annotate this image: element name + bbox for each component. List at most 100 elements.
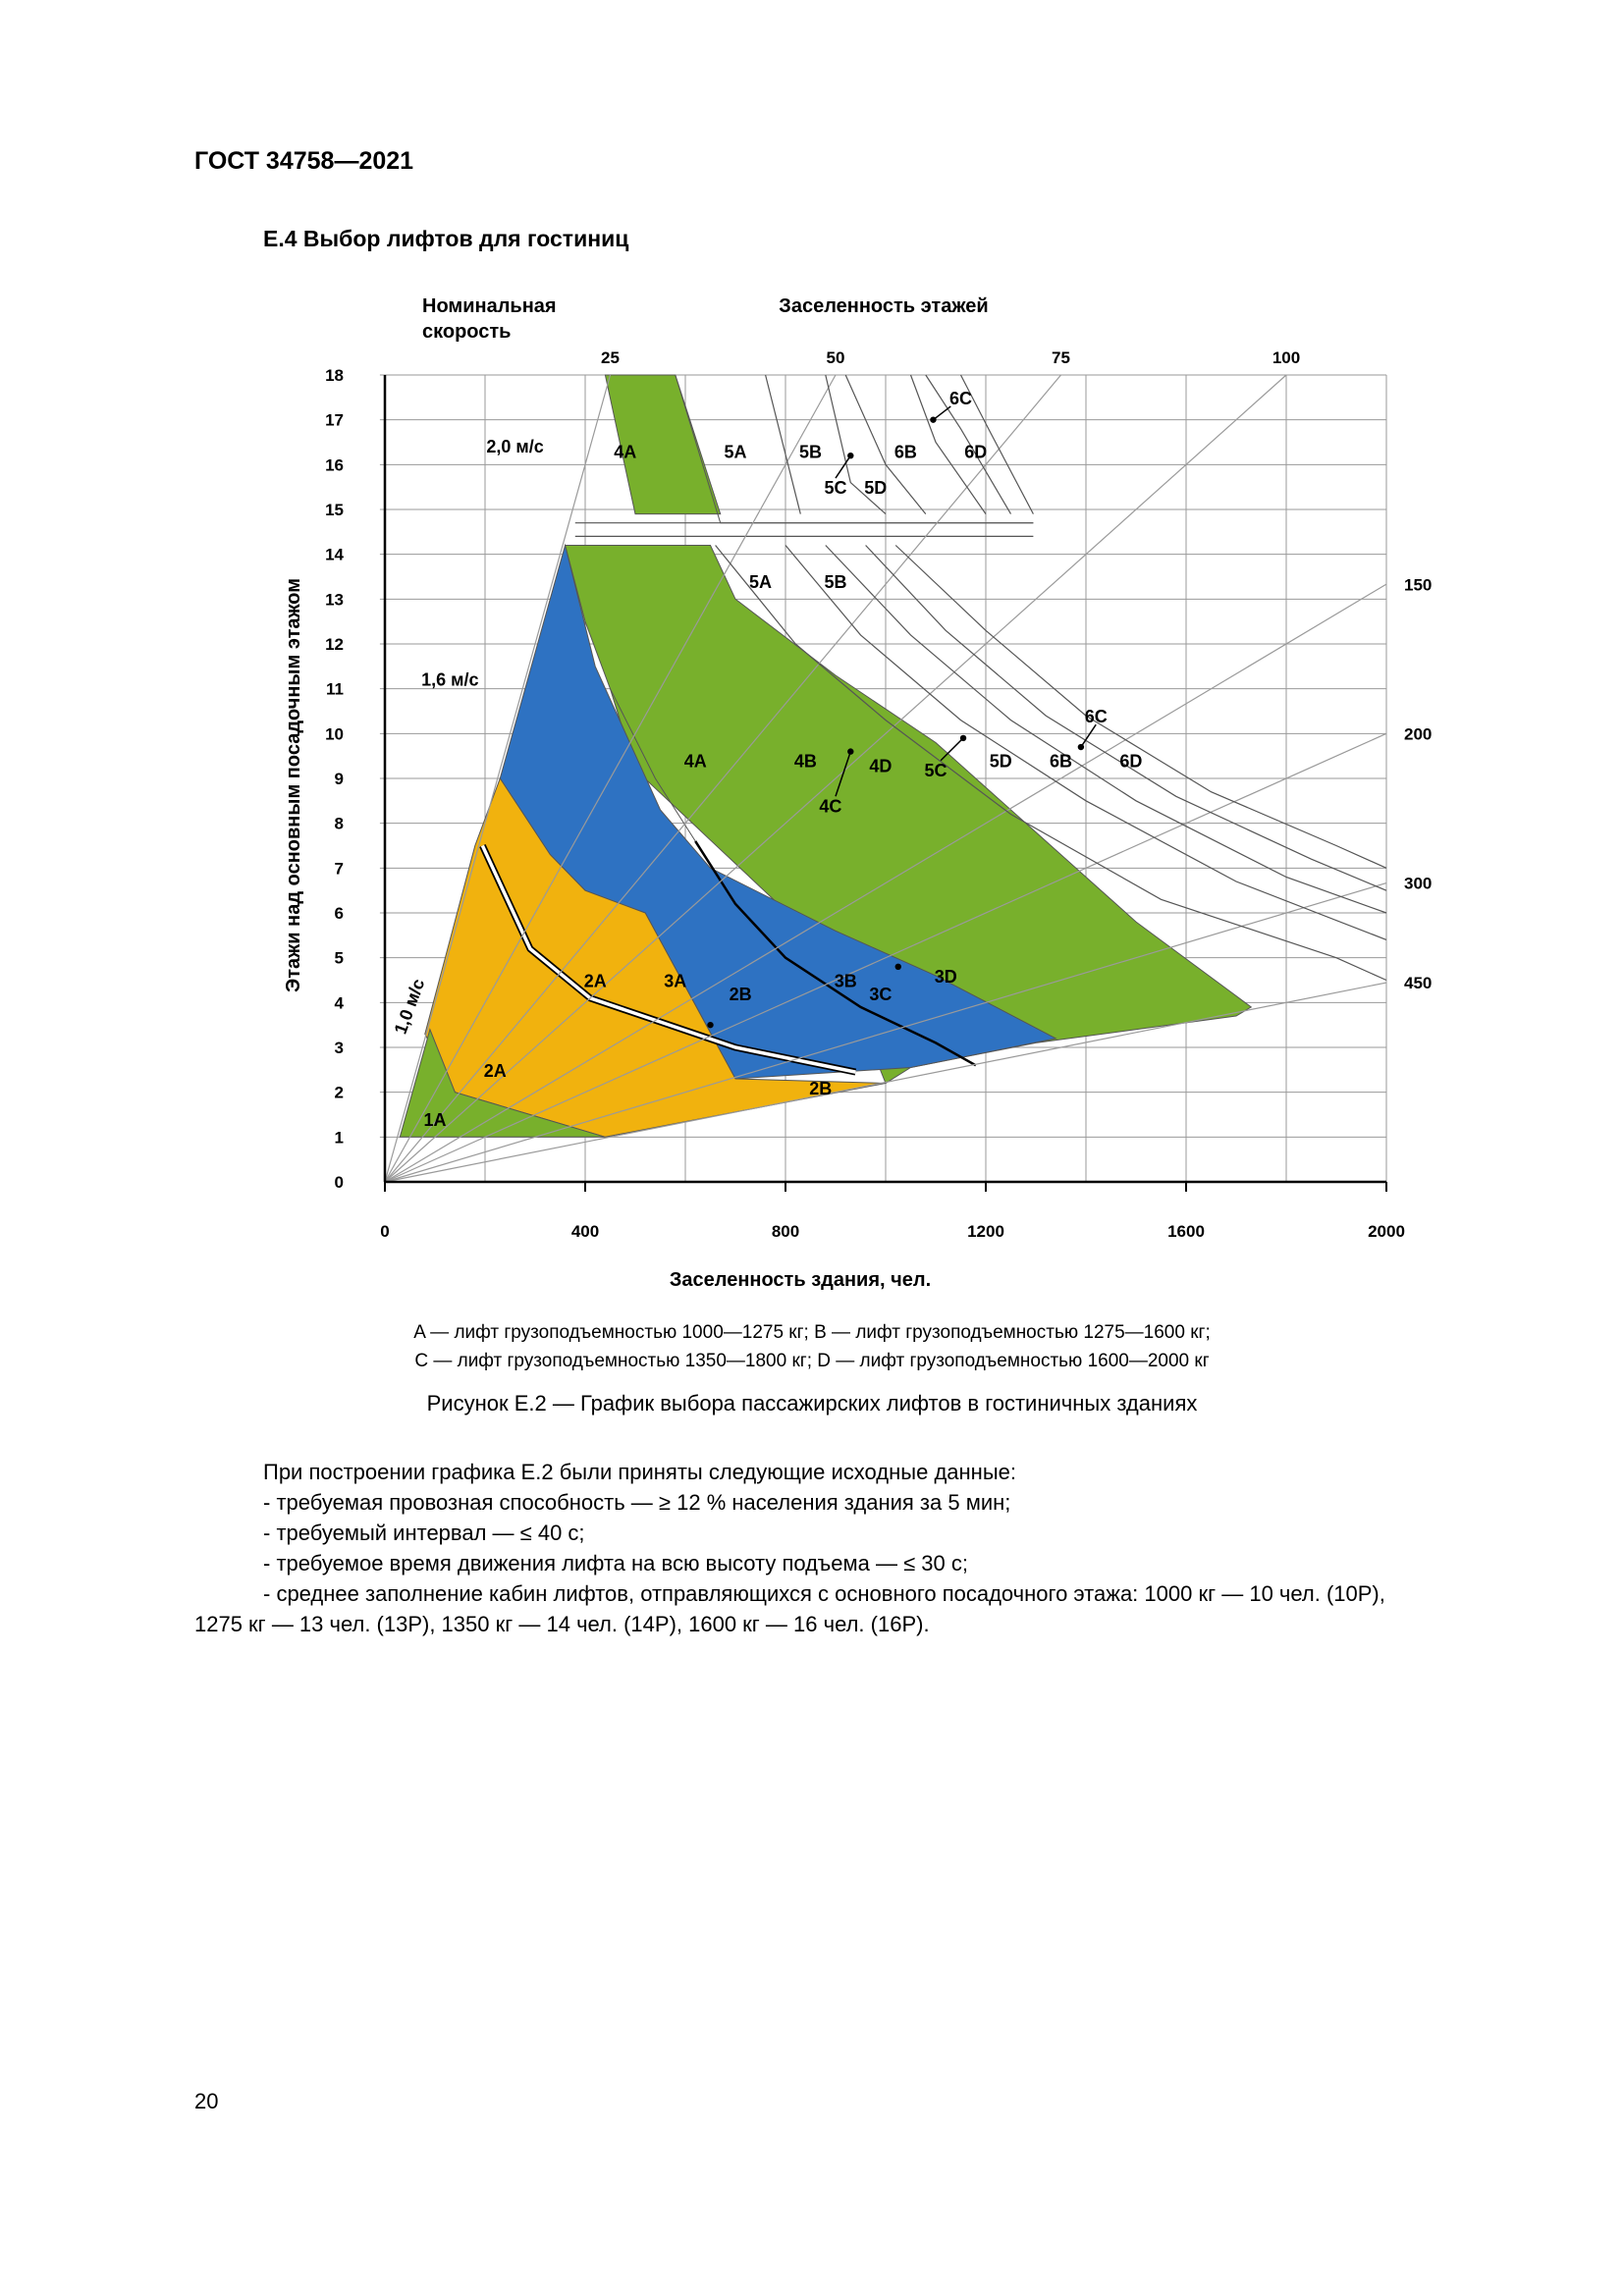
y-tick-label: 10	[325, 724, 344, 743]
speed-column-title-line2: скорость	[422, 321, 511, 343]
body-text: При построении графика Е.2 были приняты …	[194, 1457, 1530, 1639]
floor-occupancy-ray	[384, 374, 1061, 1183]
floor-occupancy-ray	[384, 982, 1387, 1183]
speed-label: 1,6 м/с	[421, 670, 478, 690]
zone-label: 4D	[869, 756, 892, 775]
body-intro: При построении графика Е.2 были приняты …	[263, 1460, 1016, 1484]
y-tick-label: 18	[325, 366, 344, 385]
y-tick-label: 17	[325, 411, 344, 430]
speed-label: 2,0 м/с	[486, 437, 543, 456]
leader-line	[835, 751, 852, 797]
chart-regions	[399, 374, 1253, 1138]
floor-occupancy-ray	[384, 881, 1387, 1183]
zone-label: 4B	[794, 752, 817, 772]
zone-label: 4A	[614, 443, 636, 462]
band-separator	[574, 522, 1034, 537]
y-tick-label: 2	[335, 1084, 344, 1102]
zone-label: 5D	[864, 478, 887, 498]
floor-occupancy-ray	[384, 732, 1387, 1183]
zone-label: 3B	[835, 972, 857, 991]
leader-line	[835, 454, 851, 479]
y-tick-label: 1	[335, 1128, 344, 1147]
y-tick-label: 6	[335, 904, 344, 923]
floor-occupancy-label: 300	[1404, 874, 1432, 892]
zone-label: 4C	[819, 796, 841, 816]
y-tick-label: 15	[325, 501, 344, 519]
chart-tick-labels: 0 400 800 1200 1600 2000012345678910111213141…	[283, 295, 1432, 1291]
region-1-0-yellow	[424, 776, 887, 1138]
figure-legend: A — лифт грузоподъемностью 1000—1275 кг;…	[0, 1318, 1624, 1375]
y-tick-label: 0	[335, 1173, 344, 1192]
zone-label: 5B	[824, 572, 846, 592]
band-curve	[925, 374, 1012, 514]
x-tick-label: 2000	[1368, 1222, 1405, 1241]
zone-label: 3D	[935, 967, 957, 987]
zone-label: 5D	[990, 752, 1012, 772]
page-number: 20	[194, 2089, 219, 2113]
zone-label: 6B	[894, 443, 917, 462]
zone-label: 5A	[724, 443, 746, 462]
floor-occupancy-label: 75	[1052, 348, 1070, 367]
x-tick-label: 0	[380, 1222, 389, 1241]
section-title: Е.4 Выбор лифтов для гостиниц	[263, 226, 629, 251]
floor-occupancy-rays	[384, 374, 1387, 1183]
leader-line	[932, 405, 951, 421]
y-tick-label: 14	[325, 546, 344, 564]
body-item-3: - требуемое время движения лифта на всю …	[263, 1551, 968, 1575]
body-item-4: - среднее заполнение кабин лифтов, отпра…	[263, 1581, 1385, 1606]
zone-label: 2A	[484, 1061, 507, 1081]
floor-occupancy-label: 100	[1272, 348, 1300, 367]
zone-label: 6D	[964, 443, 987, 462]
zone-curve	[715, 545, 1387, 982]
boundary-4	[610, 688, 696, 842]
band-curve	[844, 374, 927, 514]
y-tick-label: 12	[325, 635, 344, 654]
zone-label: 3C	[869, 985, 892, 1004]
y-axis-title: Этажи над основным посадочным этажом	[283, 578, 304, 992]
band-curve	[959, 374, 1034, 514]
leader-line	[1080, 723, 1097, 748]
zone-label: 6B	[1050, 752, 1072, 772]
zone-label: 2B	[730, 985, 752, 1004]
speed-label: 1,0 м/с	[391, 976, 429, 1037]
band-curve	[825, 374, 887, 515]
legend-line-2: C — лифт грузоподъемностью 1350—1800 кг;…	[414, 1351, 1210, 1371]
y-tick-label: 4	[335, 993, 345, 1012]
body-item-2: - требуемый интервал — ≤ 40 с;	[263, 1521, 585, 1545]
zone-curve	[785, 545, 1387, 940]
zone-boundary-curves	[715, 374, 1387, 982]
floor-occupancy-label: 200	[1404, 724, 1432, 743]
zone-label: 1A	[423, 1110, 446, 1130]
zone-curve	[894, 545, 1387, 869]
band-curve	[765, 374, 801, 514]
region-2-0-green	[604, 374, 722, 515]
leader-line	[940, 737, 964, 762]
x-tick-label: 800	[772, 1222, 799, 1241]
x-tick-label: 1200	[967, 1222, 1004, 1241]
zone-curve	[865, 545, 1387, 891]
x-tick-label: 1600	[1167, 1222, 1205, 1241]
y-tick-label: 13	[325, 590, 344, 609]
y-tick-label: 11	[326, 680, 344, 699]
leader-dot	[894, 963, 901, 970]
elevator-selection-chart: 0 400 800 1200 1600 2000012345678910111213141…	[283, 295, 1432, 1291]
zone-label: 2B	[809, 1079, 832, 1098]
zone-label: 5A	[749, 572, 772, 592]
figure-caption: Рисунок Е.2 — График выбора пассажирских…	[426, 1391, 1198, 1415]
floor-occupancy-label: 150	[1404, 575, 1432, 594]
zone-label: 6C	[1085, 707, 1108, 726]
x-axis-title: Заселенность здания, чел.	[670, 1269, 931, 1291]
band-curve	[909, 374, 987, 514]
y-tick-label: 7	[335, 859, 344, 878]
y-tick-label: 8	[335, 815, 344, 833]
zone-label: 5B	[799, 443, 822, 462]
zone-label: 5C	[824, 478, 846, 498]
boundary-3b-heavy	[694, 840, 977, 1067]
legend-line-1: A — лифт грузоподъемностью 1000—1275 кг;…	[413, 1322, 1211, 1343]
zone-label: 6C	[949, 389, 972, 408]
zone-label: 4A	[684, 752, 707, 772]
body-item-4-continued: 1275 кг — 13 чел. (13P), 1350 кг — 14 че…	[194, 1612, 930, 1636]
chart-axes	[383, 375, 1387, 1192]
floor-occupancy-label: 50	[827, 348, 845, 367]
body-item-1: - требуемая провозная способность — ≥ 12…	[263, 1490, 1011, 1515]
